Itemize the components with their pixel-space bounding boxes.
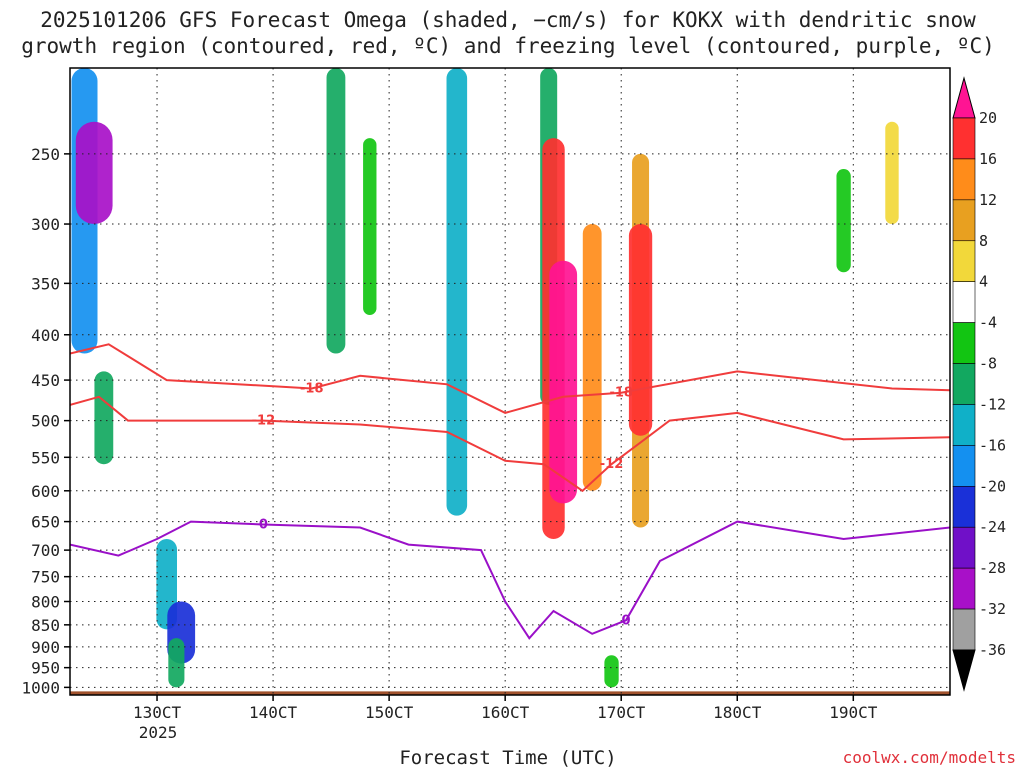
y-tick-label: 300	[31, 215, 60, 234]
freezing-level-contour-label: 0	[259, 518, 268, 533]
x-tick-label: 170CT	[597, 703, 646, 722]
omega-shade	[326, 68, 346, 354]
colorbar-label: 4	[979, 273, 988, 291]
omega-shade	[446, 68, 468, 516]
colorbar-band	[952, 486, 976, 528]
x-axis-label: Forecast Time (UTC)	[399, 747, 616, 768]
omega-shade	[604, 655, 619, 688]
colorbar-label: -4	[979, 314, 997, 332]
y-tick-label: 700	[31, 541, 60, 560]
dgz-contour-label: -12	[252, 414, 276, 429]
omega-shade	[549, 260, 578, 504]
colorbar-label: -28	[979, 559, 1006, 577]
colorbar-band	[952, 199, 976, 242]
colorbar-label: -8	[979, 355, 997, 373]
colorbar-label: 12	[979, 191, 997, 209]
colorbar-band	[952, 526, 976, 569]
colorbar-band	[952, 404, 976, 446]
x-tick-label: 180CT	[713, 703, 762, 722]
x-axis: 130CT 140CT 150CT 160CT 170CT 180CT 190CT	[133, 695, 878, 722]
omega-shade	[75, 121, 113, 225]
omega-shade	[582, 224, 602, 491]
colorbar: 20 16 12 8 4 -4 -8 -12 -16 -20 -24 -28 -32 -36	[952, 76, 1006, 692]
colorbar-band	[952, 240, 976, 282]
colorbar-top-arrow	[952, 76, 976, 119]
colorbar-bottom-arrow	[952, 649, 976, 692]
credit-text: coolwx.com/modelts	[843, 748, 1016, 767]
plot-frame	[69, 67, 951, 696]
colorbar-band	[952, 363, 976, 405]
x-tick-label: 140CT	[249, 703, 298, 722]
omega-shade	[168, 638, 185, 688]
colorbar-label: -32	[979, 600, 1006, 618]
y-tick-label: 400	[31, 326, 60, 345]
colorbar-label: -36	[979, 641, 1006, 659]
y-tick-label: 950	[31, 659, 60, 678]
plot-area: -18 -18 -12 -12 0 0	[70, 68, 950, 695]
colorbar-label: -20	[979, 477, 1006, 495]
colorbar-label: -16	[979, 436, 1006, 454]
y-tick-label: 1000	[21, 678, 60, 697]
y-tick-label: 650	[31, 513, 60, 532]
colorbar-label: -24	[979, 518, 1006, 536]
colorbar-band	[952, 281, 976, 323]
omega-shade	[885, 121, 899, 225]
x-tick-label: 190CT	[829, 703, 878, 722]
ground-layer	[70, 691, 950, 695]
colorbar-band	[952, 445, 976, 487]
y-tick-label: 350	[31, 274, 60, 293]
colorbar-band	[952, 158, 976, 201]
x-tick-label: 160CT	[481, 703, 530, 722]
dgz-contour	[70, 343, 950, 414]
colorbar-label: -12	[979, 395, 1006, 413]
year-label: 2025	[139, 723, 178, 742]
omega-shade	[836, 168, 851, 273]
y-tick-label: 600	[31, 482, 60, 501]
colorbar-label: 20	[979, 109, 997, 127]
y-tick-label: 250	[31, 145, 60, 164]
colorbar-band	[952, 117, 976, 160]
y-tick-label: 800	[31, 593, 60, 612]
x-tick-label: 130CT	[133, 703, 182, 722]
colorbar-band	[952, 567, 976, 610]
y-tick-label: 500	[31, 412, 60, 431]
omega-shade	[94, 371, 114, 465]
y-tick-label: 900	[31, 638, 60, 657]
y-tick-label: 750	[31, 568, 60, 587]
colorbar-label: 8	[979, 232, 988, 250]
dgz-contour-label: -18	[300, 382, 324, 397]
freezing-level-contour-label: 0	[622, 613, 631, 628]
dgz-contour-label: -18	[609, 386, 633, 401]
y-tick-label: 850	[31, 616, 60, 635]
y-tick-label: 550	[31, 448, 60, 467]
chart-title-line-2: growth region (contoured, red, ºC) and f…	[21, 34, 995, 58]
y-axis: 250 300 350 400 450 500 550 600 650 700 750 800 850 9…	[21, 145, 70, 697]
colorbar-band	[952, 608, 976, 651]
chart-title-line-1: 2025101206 GFS Forecast Omega (shaded, −…	[40, 8, 976, 32]
colorbar-band	[952, 322, 976, 364]
omega-shade	[628, 224, 653, 436]
omega-shade	[363, 138, 377, 316]
x-tick-label: 150CT	[365, 703, 414, 722]
colorbar-label: 16	[979, 150, 997, 168]
dgz-contour	[70, 395, 950, 493]
dgz-contour-label: -12	[600, 457, 624, 472]
freezing-level-contour	[70, 520, 950, 640]
y-tick-label: 450	[31, 371, 60, 390]
